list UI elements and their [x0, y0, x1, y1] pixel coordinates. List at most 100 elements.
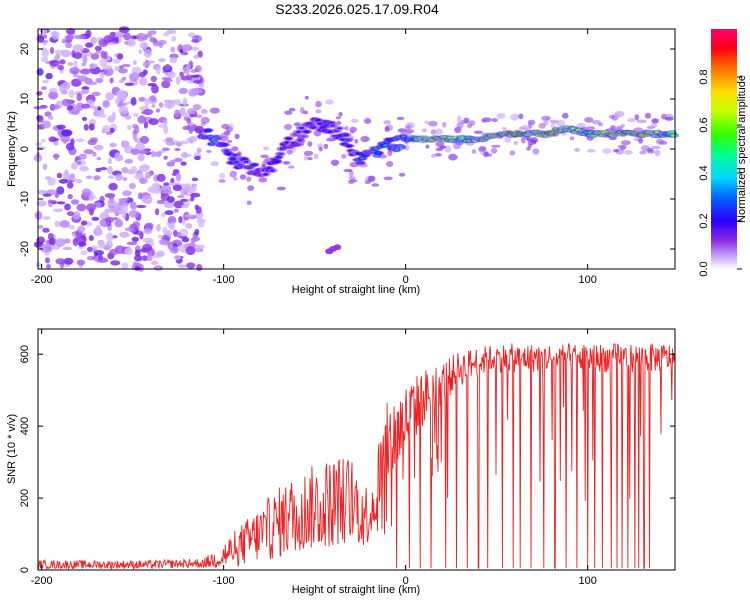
noise-speckle — [163, 103, 171, 108]
noise-speckle — [156, 199, 165, 205]
noise-speckle — [76, 203, 87, 212]
ridge-halo-speckle — [399, 172, 406, 177]
noise-speckle — [170, 46, 176, 53]
ridge-halo-speckle — [315, 100, 322, 108]
ridge-halo-speckle — [471, 149, 477, 154]
ridge-mark — [274, 160, 280, 163]
noise-speckle — [143, 121, 148, 129]
noise-speckle — [61, 38, 67, 44]
noise-speckle — [94, 250, 104, 256]
noise-speckle — [124, 115, 132, 120]
ridge-mark — [263, 173, 269, 176]
noise-speckle — [163, 125, 169, 135]
ridge-halo-speckle — [456, 121, 464, 129]
noise-speckle — [108, 182, 118, 191]
noise-speckle — [158, 239, 167, 245]
ridge-halo-speckle — [228, 123, 234, 130]
noise-speckle — [167, 71, 176, 79]
ridge-halo-speckle — [636, 119, 647, 124]
noise-speckle — [156, 223, 161, 232]
snr-series-line — [37, 343, 676, 571]
ridge-mark — [286, 137, 291, 140]
ridge-halo-speckle — [522, 124, 528, 131]
noise-speckle — [172, 246, 179, 254]
noise-speckle — [90, 106, 99, 110]
ridge-mark — [317, 122, 323, 125]
noise-speckle — [56, 124, 66, 130]
noise-speckle — [77, 75, 88, 82]
ridge-halo-speckle — [348, 176, 356, 180]
noise-speckle — [182, 97, 188, 107]
noise-speckle — [90, 53, 100, 60]
noise-speckle — [138, 71, 146, 78]
ridge-halo-speckle — [315, 109, 322, 114]
noise-speckle — [134, 125, 140, 134]
noise-speckle — [81, 86, 90, 90]
noise-speckle — [119, 26, 130, 33]
isolated-blob — [333, 244, 342, 251]
noise-speckle — [109, 77, 114, 84]
noise-speckle — [189, 135, 197, 142]
noise-speckle — [99, 59, 108, 67]
noise-speckle — [93, 175, 101, 181]
noise-speckle — [142, 195, 153, 205]
ridge-halo-speckle — [569, 136, 575, 141]
noise-speckle — [80, 250, 88, 255]
ridge-mark — [222, 143, 228, 146]
noise-speckle — [190, 46, 199, 51]
ridge-halo-speckle — [518, 113, 524, 120]
ridge-halo-speckle — [617, 144, 628, 149]
ridge-halo-speckle — [307, 141, 313, 147]
noise-speckle — [138, 264, 145, 273]
noise-speckle — [76, 178, 83, 184]
noise-speckle — [198, 83, 205, 88]
noise-speckle — [174, 157, 183, 163]
ridge-halo-speckle — [527, 122, 533, 129]
noise-speckle — [58, 178, 69, 184]
noise-speckle — [136, 32, 146, 42]
noise-speckle — [105, 216, 115, 224]
noise-speckle — [171, 172, 178, 176]
ridge-halo-speckle — [258, 177, 268, 183]
noise-speckle — [170, 221, 175, 229]
noise-speckle — [95, 78, 104, 83]
noise-speckle — [157, 124, 168, 128]
noise-speckle — [137, 153, 145, 162]
ridge-halo-speckle — [316, 143, 324, 148]
noise-speckle — [181, 153, 192, 157]
noise-speckle — [40, 56, 49, 63]
noise-speckle — [179, 140, 189, 145]
ridge-mark — [296, 130, 301, 133]
noise-speckle — [106, 240, 113, 249]
ridge-halo-speckle — [481, 117, 492, 123]
noise-speckle — [146, 253, 153, 262]
noise-speckle — [106, 232, 114, 242]
noise-speckle — [55, 238, 66, 247]
ridge-halo-speckle — [430, 129, 437, 135]
noise-speckle — [78, 241, 87, 247]
noise-speckle — [112, 58, 121, 64]
noise-speckle — [45, 61, 50, 64]
noise-speckle — [115, 173, 123, 181]
noise-speckle — [130, 148, 140, 155]
noise-speckle — [186, 262, 196, 269]
noise-speckle — [193, 55, 200, 59]
noise-speckle — [170, 178, 175, 183]
noise-speckle — [166, 230, 173, 237]
noise-speckle — [67, 194, 73, 200]
noise-speckle — [97, 113, 108, 118]
noise-speckle — [190, 237, 196, 244]
noise-speckle — [67, 181, 74, 189]
ridge-mark — [251, 163, 257, 166]
noise-speckle — [91, 91, 101, 97]
noise-speckle — [118, 102, 128, 106]
ridge-halo-speckle — [509, 150, 516, 156]
ridge-halo-speckle — [651, 118, 660, 124]
noise-speckle — [42, 193, 52, 197]
ridge-mark — [297, 139, 303, 142]
noise-speckle — [138, 149, 150, 155]
noise-speckle — [154, 151, 162, 158]
noise-speckle — [66, 211, 75, 217]
noise-speckle — [41, 86, 47, 90]
ridge-halo-speckle — [639, 150, 647, 155]
